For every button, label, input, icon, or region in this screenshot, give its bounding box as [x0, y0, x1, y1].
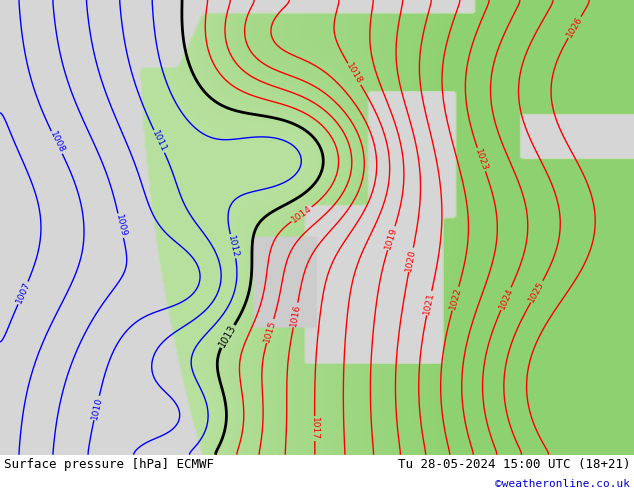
Text: 1018: 1018	[344, 62, 364, 86]
Text: 1020: 1020	[404, 248, 418, 272]
Text: Tu 28-05-2024 15:00 UTC (18+21): Tu 28-05-2024 15:00 UTC (18+21)	[398, 458, 630, 471]
Text: 1025: 1025	[527, 280, 547, 304]
Text: 1009: 1009	[114, 214, 127, 238]
Text: 1007: 1007	[15, 281, 32, 305]
Text: 1012: 1012	[226, 234, 240, 258]
Text: 1026: 1026	[565, 15, 585, 40]
Text: 1013: 1013	[217, 323, 238, 349]
Text: 1022: 1022	[448, 287, 463, 311]
Text: 1019: 1019	[384, 226, 399, 250]
Text: 1024: 1024	[497, 286, 515, 311]
Text: 1008: 1008	[48, 130, 66, 155]
Text: 1021: 1021	[422, 291, 436, 315]
Text: Surface pressure [hPa] ECMWF: Surface pressure [hPa] ECMWF	[4, 458, 214, 471]
Text: 1023: 1023	[474, 147, 489, 172]
Text: 1014: 1014	[290, 204, 313, 224]
Text: 1011: 1011	[150, 129, 168, 154]
Text: 1015: 1015	[262, 319, 278, 343]
Text: 1016: 1016	[289, 303, 302, 327]
Text: 1010: 1010	[90, 396, 103, 420]
Text: 1017: 1017	[310, 417, 320, 440]
Text: ©weatheronline.co.uk: ©weatheronline.co.uk	[495, 479, 630, 489]
